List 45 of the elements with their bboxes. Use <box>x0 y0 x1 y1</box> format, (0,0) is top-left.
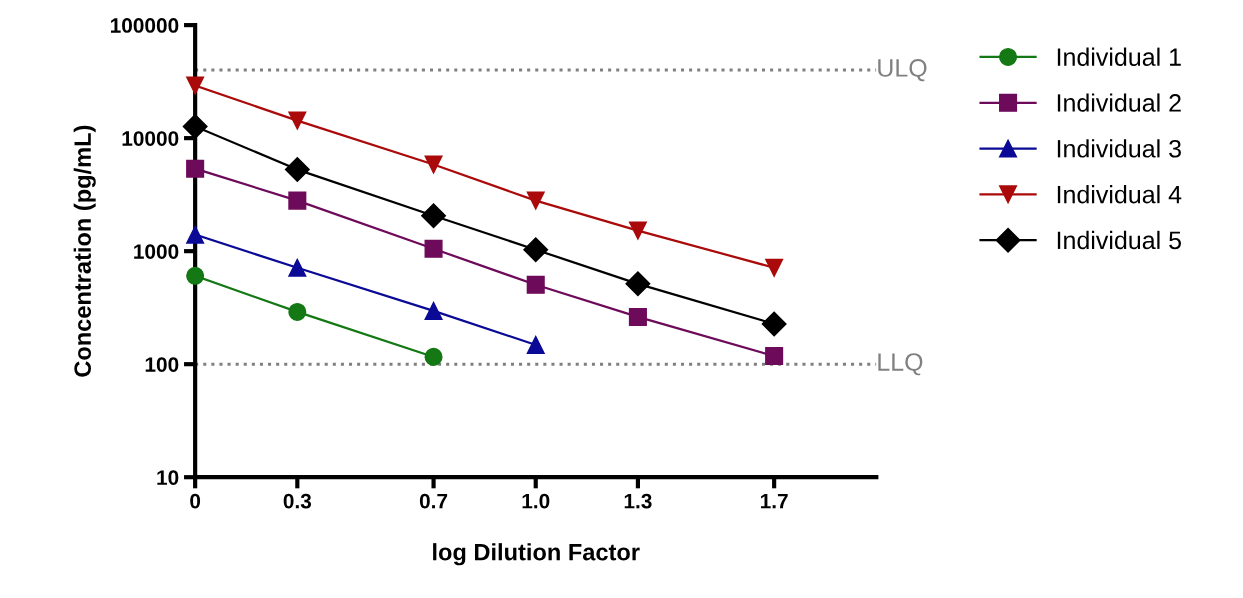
y-tick-label: 100000 <box>110 18 179 33</box>
point <box>625 271 651 297</box>
x-tick-label: 0 <box>190 493 201 509</box>
point <box>526 191 545 210</box>
point <box>765 258 784 277</box>
point <box>523 237 549 263</box>
point <box>628 221 647 240</box>
x-tick-label: 0.7 <box>419 493 448 509</box>
point <box>765 347 784 366</box>
point <box>186 159 205 178</box>
point <box>761 311 787 337</box>
y-tick-label: 1000 <box>134 244 179 259</box>
legend-label: Individual 4 <box>1057 185 1182 204</box>
legend-label: Individual 2 <box>1057 93 1181 112</box>
x-axis-title: log Dilution Factor <box>433 543 640 566</box>
point <box>186 266 205 285</box>
point <box>288 191 307 210</box>
point <box>421 203 447 229</box>
point <box>526 275 545 294</box>
x-tick-label: 1.3 <box>624 493 652 509</box>
point <box>424 155 443 174</box>
x-tick-label: 1.0 <box>522 493 550 509</box>
legend-label: Individual 5 <box>1057 230 1181 250</box>
point <box>288 302 307 321</box>
point <box>186 225 205 244</box>
point <box>628 307 647 326</box>
point <box>424 239 443 258</box>
point <box>424 301 443 320</box>
point <box>288 111 307 130</box>
ref-line-label: LLQ <box>878 353 923 376</box>
y-tick-label: 10 <box>157 470 179 485</box>
point <box>186 76 205 95</box>
legend-label: Individual 3 <box>1057 139 1181 158</box>
point <box>182 113 208 139</box>
x-tick-label: 1.7 <box>760 493 788 509</box>
ref-line-label: ULQ <box>878 59 927 82</box>
point <box>284 157 310 183</box>
point <box>526 335 545 354</box>
point <box>288 258 307 277</box>
y-tick-label: 100 <box>145 357 179 372</box>
x-tick-label: 0.3 <box>283 493 312 509</box>
legend-label: Individual 1 <box>1057 47 1181 66</box>
y-axis-title: Concentration (pg/mL) <box>73 125 96 377</box>
y-tick-label: 10000 <box>122 131 179 146</box>
point <box>424 347 443 366</box>
